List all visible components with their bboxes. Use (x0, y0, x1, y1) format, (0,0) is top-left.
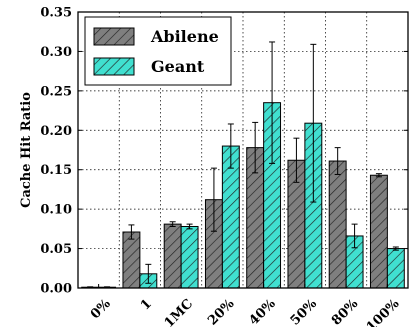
y-tick-label: 0.10 (40, 203, 72, 218)
bar-abilene-2 (163, 223, 182, 289)
bar-abilene-1 (122, 231, 141, 289)
legend-label-abilene: Abilene (150, 27, 219, 46)
x-tick-label: 0% (88, 296, 114, 322)
plot-frame (77, 11, 409, 289)
x-tick-label: 40% (247, 296, 280, 327)
y-tick-label: 0.30 (40, 45, 72, 60)
y-axis: 0.00 0.05 0.10 0.15 0.20 0.25 0.30 0.35 (40, 6, 408, 297)
legend-label-geant: Geant (151, 57, 205, 76)
x-tick-label: 1 (138, 296, 155, 313)
grid (78, 12, 408, 288)
y-tick-label: 0.20 (40, 124, 72, 139)
bar-geant-2 (180, 225, 199, 289)
x-tick-label: 1MC (162, 296, 197, 327)
legend-swatch-geant (93, 57, 135, 76)
bar-geant-7 (386, 248, 405, 289)
y-tick-label: 0.05 (40, 242, 72, 257)
x-tick-label: 20% (205, 296, 238, 327)
x-axis: 0% 1 1MC 20% 40% 50% 80% 100% (88, 284, 403, 332)
y-tick-label: 0.25 (40, 84, 72, 99)
legend: Abilene Geant (84, 16, 232, 86)
legend-swatch-abilene (93, 27, 135, 46)
y-tick-label: 0.00 (40, 282, 72, 297)
y-tick-label: 0.15 (40, 163, 72, 178)
bar-abilene-7 (369, 174, 388, 289)
x-tick-label: 100% (364, 296, 403, 327)
x-tick-label: 80% (329, 296, 362, 327)
error-bars (87, 41, 399, 289)
x-tick-label: 50% (288, 296, 321, 327)
bar-abilene-6 (328, 160, 347, 289)
y-axis-title: Cache Hit Ratio (19, 92, 34, 208)
y-tick-label: 0.35 (40, 6, 72, 21)
